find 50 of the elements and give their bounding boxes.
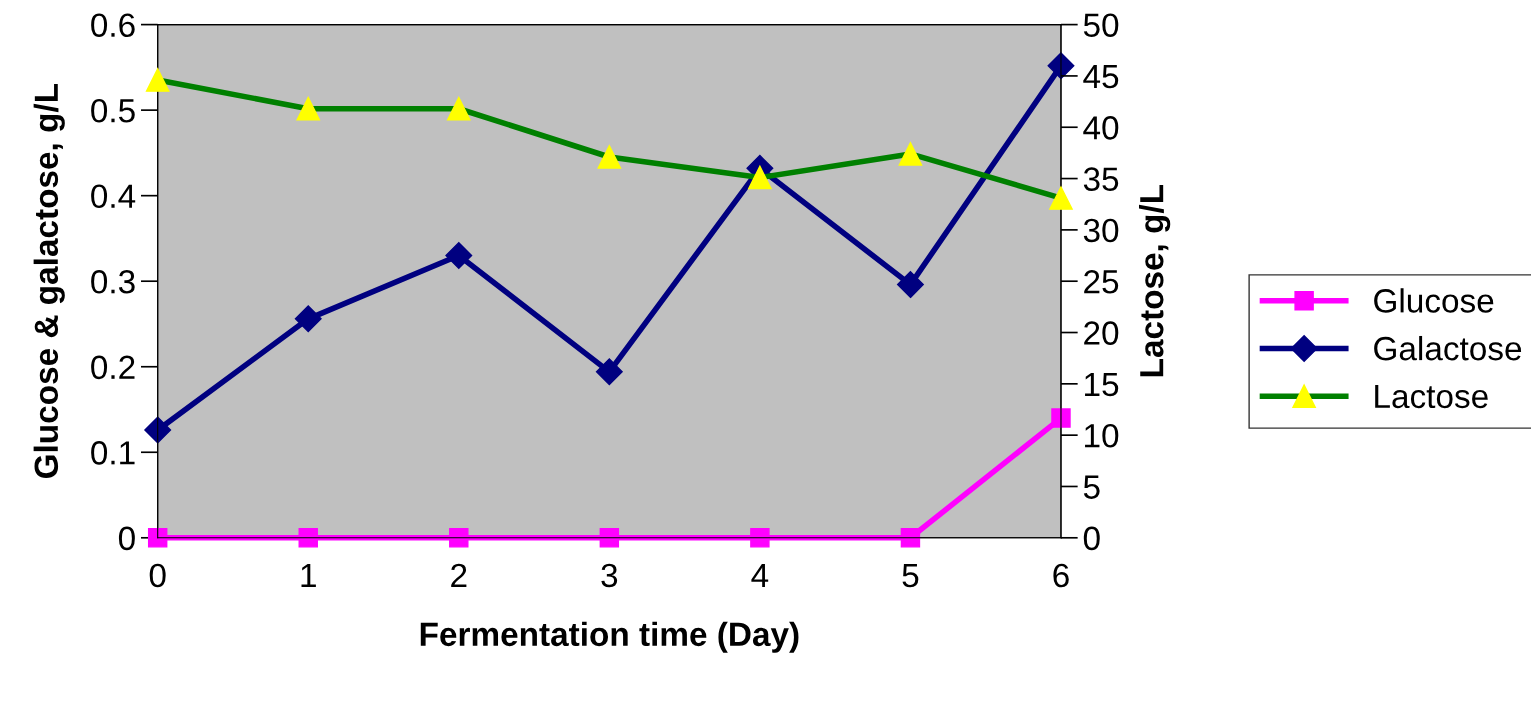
legend-label: Lactose	[1375, 384, 1488, 409]
point	[145, 68, 170, 92]
y2-tick-label: 0	[1083, 526, 1100, 551]
point	[1051, 408, 1071, 428]
y-tick-label: 0.6	[91, 13, 135, 38]
point	[898, 142, 923, 166]
point	[446, 96, 471, 121]
legend-label: Galactose	[1374, 335, 1522, 361]
y2-tick-label: 25	[1084, 270, 1119, 294]
y-tick-label: 0.3	[91, 270, 135, 294]
y2-tick-label: 15	[1085, 372, 1119, 397]
y-tick-label: 0.2	[91, 355, 135, 380]
x-tick-label: 1	[301, 564, 316, 587]
x-tick-label: 3	[601, 563, 618, 588]
point	[597, 145, 622, 169]
point	[298, 528, 318, 548]
point	[445, 242, 473, 270]
y2-tick-label: 20	[1084, 321, 1119, 345]
y2-tick-label: 5	[1083, 475, 1100, 499]
y2-axis-title: Lactose, g/L	[1139, 184, 1171, 377]
point	[144, 416, 172, 444]
legend-label: Glucose	[1374, 288, 1494, 313]
point	[599, 528, 620, 548]
point	[147, 528, 168, 548]
point	[1049, 186, 1073, 210]
y-tick-label: 0	[118, 526, 135, 551]
y2-tick-label: 45	[1083, 65, 1119, 89]
y-tick-label: 0.4	[91, 184, 136, 209]
point	[296, 96, 321, 121]
x-tick-label: 2	[451, 563, 467, 587]
y2-tick-label: 50	[1083, 13, 1119, 38]
point	[748, 165, 772, 190]
point	[294, 305, 322, 333]
y-tick-label: 0.1	[91, 441, 135, 465]
y2-tick-label: 40	[1083, 116, 1119, 140]
point	[449, 528, 469, 548]
x-tick-label: 6	[1053, 563, 1069, 588]
y2-tick-label: 30	[1083, 218, 1119, 243]
y-axis-title: Glucose & galactose, g/L	[33, 84, 65, 479]
x-tick-label: 4	[751, 564, 769, 587]
x-tick-label: 5	[902, 564, 919, 588]
y2-tick-label: 10	[1085, 423, 1119, 448]
x-tick-label: 0	[149, 563, 166, 588]
point	[900, 528, 921, 548]
point	[750, 528, 770, 548]
y2-tick-label: 35	[1083, 167, 1119, 191]
point	[595, 358, 623, 386]
y-tick-label: 0.5	[91, 98, 135, 123]
point	[896, 271, 924, 299]
x-axis-title: Fermentation time (Day)	[420, 621, 799, 653]
